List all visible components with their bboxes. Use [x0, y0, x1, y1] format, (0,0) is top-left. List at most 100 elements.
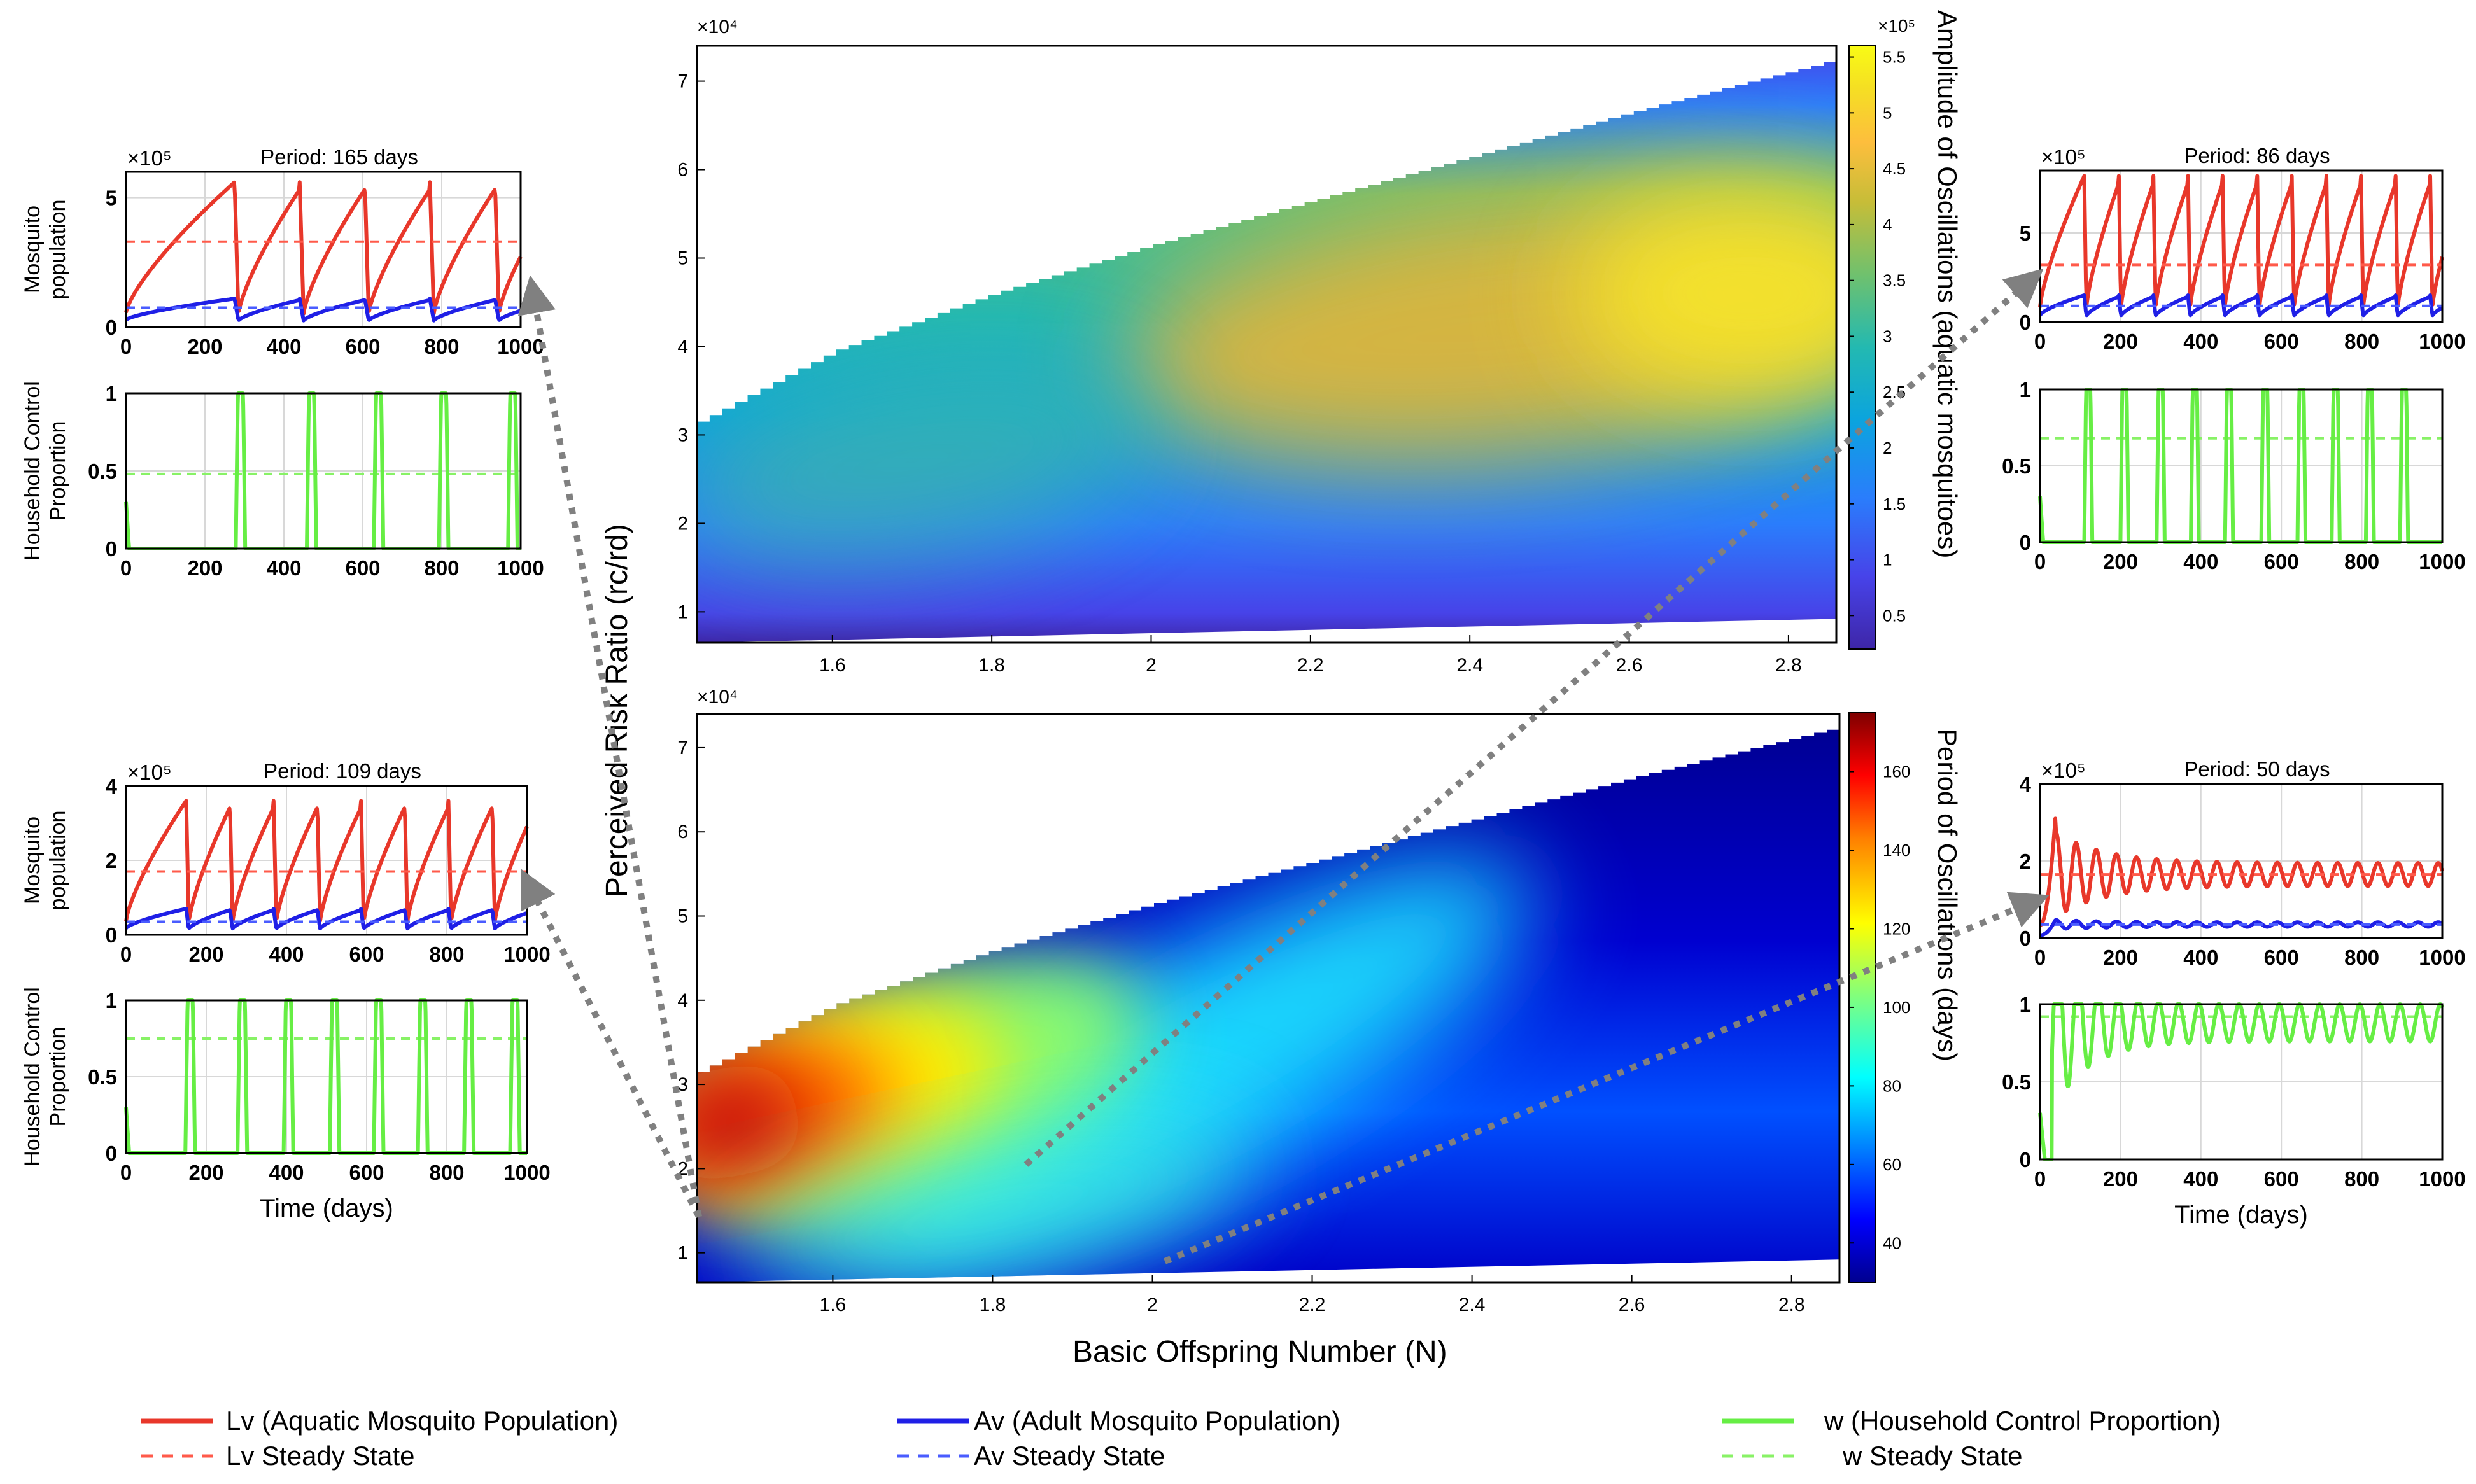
panel-x-tick-label: 400: [266, 556, 301, 580]
y-tick-label: 1: [677, 601, 688, 622]
x-tick-label: 2: [1146, 655, 1157, 676]
x-tick-label: 1.6: [820, 1294, 847, 1315]
panel-y-exponent: ×10⁵: [2041, 759, 2086, 782]
panel-x-tick-label: 400: [2183, 330, 2218, 353]
top-colorbar-label: Amplitude of Oscillations (aquatic mosqu…: [1932, 10, 1962, 558]
bottom-heatmap-x-ticks: 1.6 1.8 2 2.2 2.4 2.6 2.8: [820, 1275, 1805, 1315]
panel-y-exponent: ×10⁵: [2041, 145, 2086, 169]
panel-x-tick-label: 400: [266, 335, 301, 358]
y-tick-label: 4: [677, 336, 688, 357]
panel-y-tick-label: 2: [106, 849, 117, 872]
y-tick-label: 3: [677, 1074, 688, 1095]
colorbar-tick-label: 120: [1883, 919, 1910, 938]
panel-x-tick-label: 0: [120, 1161, 132, 1184]
panel-y-tick-label: 4: [2020, 773, 2032, 796]
colorbar-tick-label: 3.5: [1883, 271, 1906, 290]
colorbar-tick-label: 4.5: [1883, 159, 1906, 178]
panel-y-tick-label: 0: [106, 1142, 117, 1165]
panel-x-tick-label: 200: [187, 335, 222, 358]
top-heatmap-left-green: [697, 358, 1151, 564]
x-tick-label: 2.2: [1299, 1294, 1326, 1315]
colorbar-tick-label: 5: [1883, 103, 1892, 122]
panel-axes-box: [125, 392, 522, 550]
y-tick-label: 2: [677, 513, 688, 534]
panel-x-tick-label: 1000: [497, 556, 544, 580]
y-tick-label: 3: [677, 424, 688, 445]
w-series-line: [2038, 1002, 2444, 1161]
colorbar-tick-label: 100: [1883, 998, 1910, 1017]
av-series-line: [124, 297, 522, 323]
x-tick-label: 2.4: [1459, 1294, 1486, 1315]
top-colorbar: [1848, 45, 1876, 650]
panel-x-tick-label: 400: [2183, 550, 2218, 573]
panel-x-tick-label: 0: [2034, 946, 2046, 969]
x-tick-label: 2.6: [1616, 655, 1643, 676]
panel-y-tick-label: 0: [2020, 1148, 2031, 1172]
bottom-colorbar-label: Period of Oscillations (days): [1932, 729, 1962, 1061]
panel-y-tick-label: 1: [2020, 993, 2031, 1016]
panel-x-tick-label: 200: [187, 556, 222, 580]
y-tick-label: 7: [677, 738, 688, 759]
legend-av-label: Av (Adult Mosquito Population): [974, 1406, 1340, 1436]
panel-y-exponent: ×10⁵: [127, 146, 172, 170]
panel-axes-box: [2039, 169, 2444, 323]
mosquito-y-label-line1: Mosquito: [20, 206, 45, 293]
time-axis-label: Time (days): [260, 1194, 393, 1222]
panel-period-title: Period: 86 days: [2184, 144, 2330, 167]
top-heatmap-axes-box: [696, 45, 1838, 644]
legend-w-steady-label: w Steady State: [1842, 1441, 2023, 1471]
panel-y-tick-label: 0: [106, 537, 117, 561]
x-tick-label: 2.6: [1619, 1294, 1645, 1315]
y-tick-label: 5: [677, 248, 688, 269]
panel-x-tick-label: 0: [120, 556, 132, 580]
panel-y-tick-label: 1: [106, 989, 117, 1012]
panel-x-tick-label: 400: [2183, 946, 2218, 969]
panel-x-tick-label: 1000: [497, 335, 544, 358]
y-tick-label: 6: [677, 822, 688, 843]
bottom-heatmap-axes-box: [696, 713, 1841, 1284]
top-heatmap-fill: [697, 59, 1836, 643]
panel-y-tick-label: 4: [106, 774, 118, 798]
top-heatmap: 1.6 1.8 2 2.2 2.4 2.6 2.8 1 2 3 4 5 6 7 ×10⁴ 0.5 1 1.5…: [677, 10, 1962, 676]
panel-x-tick-label: 200: [2103, 550, 2138, 573]
mosquito-y-label-line2: population: [46, 811, 70, 911]
legend-lv-steady-label: Lv Steady State: [226, 1441, 415, 1471]
panel-x-tick-label: 1000: [2419, 1167, 2465, 1191]
x-tick-label: 1.8: [978, 655, 1005, 676]
colorbar-tick-label: 140: [1883, 841, 1910, 860]
y-tick-label: 5: [677, 906, 688, 927]
top-heatmap-x-ticks: 1.6 1.8 2 2.2 2.4 2.6 2.8: [819, 635, 1802, 676]
lv-series-line: [2039, 816, 2444, 927]
panel-axes-box: [2039, 783, 2444, 939]
panel-y-tick-label: 0: [106, 923, 117, 947]
colorbar-tick-label: 3: [1883, 326, 1892, 346]
panel-x-tick-label: 600: [2264, 1167, 2299, 1191]
control-y-label-line1: Household Control: [20, 987, 45, 1166]
panel-x-tick-label: 1000: [2419, 550, 2465, 573]
arrow-to-bottom-right-panel: [1164, 892, 2050, 1264]
top-heatmap-peak-region: [1570, 185, 1836, 402]
shared-x-label: Basic Offspring Number (N): [1073, 1335, 1447, 1369]
panel-x-tick-label: 800: [424, 556, 459, 580]
colorbar-tick-label: 40: [1883, 1233, 1901, 1252]
panel-axes-box: [125, 171, 522, 328]
colorbar-tick-label: 0.5: [1883, 606, 1906, 625]
panel-x-tick-label: 1000: [503, 942, 550, 966]
panel-x-tick-label: 400: [2183, 1167, 2218, 1191]
mosquito-y-label-line1: Mosquito: [20, 816, 45, 904]
panel-x-tick-label: 600: [345, 556, 380, 580]
panel-y-tick-label: 1: [2020, 378, 2031, 402]
panel-y-tick-label: 5: [106, 186, 117, 210]
x-tick-label: 2.8: [1778, 1294, 1805, 1315]
panel-x-tick-label: 600: [349, 1161, 384, 1184]
panel-x-tick-label: 1000: [2419, 946, 2465, 969]
panel-axes-box: [125, 785, 528, 936]
panel-y-tick-label: 0: [2020, 311, 2031, 334]
panel-x-tick-label: 200: [2103, 330, 2138, 353]
shared-y-label: Perceived Risk Ratio (rc/rd): [600, 524, 634, 897]
panel-x-tick-label: 800: [2344, 946, 2379, 969]
panel-x-tick-label: 600: [2264, 550, 2299, 573]
